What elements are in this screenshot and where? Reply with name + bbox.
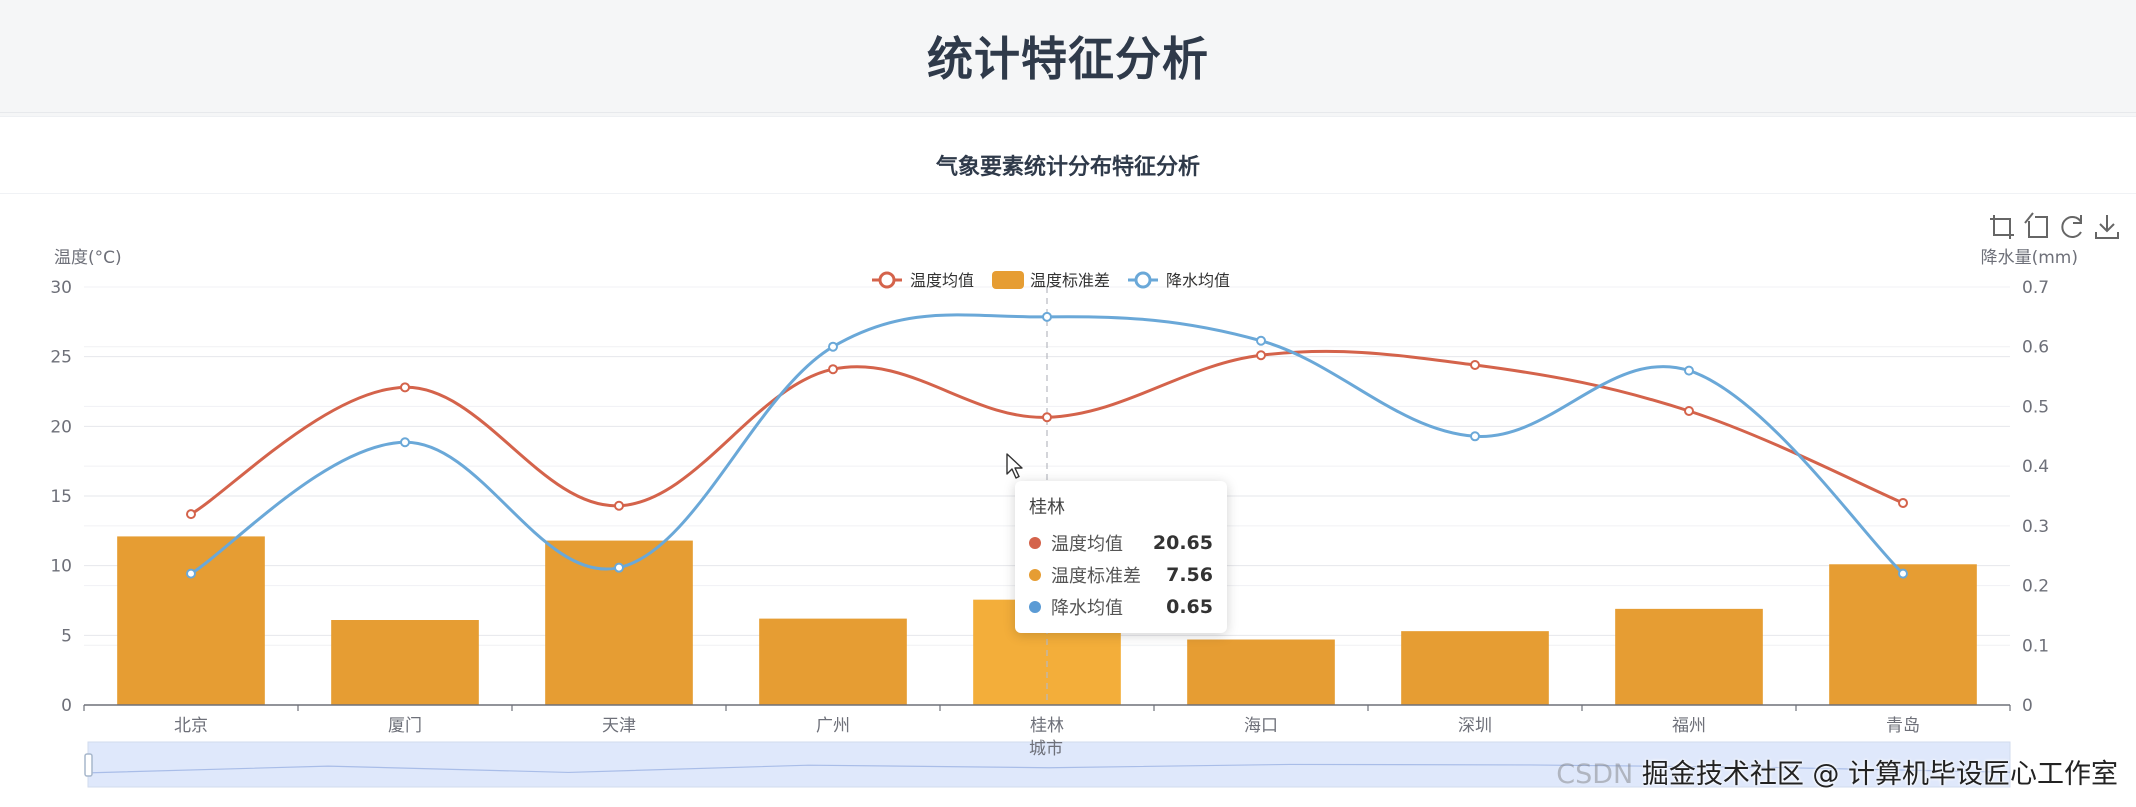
line-温度均值 <box>190 349 1904 516</box>
legend-label: 温度标准差 <box>1030 271 1110 290</box>
y-right-tick-label: 0.5 <box>2022 397 2049 417</box>
datazoom-thumbnail-line <box>87 763 2011 774</box>
legend-item-温度均值[interactable]: 温度均值 <box>872 271 974 290</box>
watermark-prefix: CSDN <box>1556 759 1634 790</box>
x-tick-label-福州: 福州 <box>1672 716 1706 736</box>
y-left-tick-label: 10 <box>50 557 72 577</box>
point-降水均值-福州 <box>1684 365 1694 376</box>
point-降水均值-桂林 <box>1042 311 1052 322</box>
bar-温度标准差-福州 <box>1615 608 1763 705</box>
x-tick-label-北京: 北京 <box>174 716 208 736</box>
point-温度均值-桂林 <box>1042 412 1052 423</box>
tooltip-name-precip-mean: 降水均值 <box>1051 598 1123 619</box>
chart-canvas[interactable]: 0 5 10 15 20 25 30 0 0.1 0.2 0.3 0.4 0.5 0.6 0.7 温度(°C)… <box>0 117 2136 807</box>
chart-card: 气象要素统计分布特征分析 0 5 10 15 20 25 30 0 0.1 0.2 0.3 0.4 0.… <box>0 116 2136 807</box>
point-温度均值-广州 <box>828 364 838 375</box>
x-tick-label-广州: 广州 <box>816 716 850 736</box>
tooltip-dot-precip-mean <box>1029 601 1041 613</box>
y-left-tick-label: 30 <box>50 278 72 298</box>
point-降水均值-广州 <box>828 341 838 352</box>
page-title: 统计特征分析 <box>927 32 1209 86</box>
watermark-text: 掘金技术社区 @ 计算机毕设匠心工作室 <box>1641 759 2118 790</box>
bar-温度标准差-北京 <box>117 536 265 705</box>
y-left-tick-label: 15 <box>50 487 72 507</box>
point-降水均值-厦门 <box>400 437 410 448</box>
point-温度均值-海口 <box>1256 350 1266 361</box>
restore-icon[interactable] <box>2061 215 2082 238</box>
y-left-tick-label: 0 <box>61 696 72 716</box>
y-right-tick-label: 0 <box>2022 696 2033 716</box>
bar-温度标准差-青岛 <box>1829 564 1977 705</box>
legend-swatch-circle <box>1134 271 1152 289</box>
y-right-tick-label: 0.1 <box>2022 636 2049 656</box>
download-icon[interactable] <box>2095 215 2119 239</box>
y-right-tick-label: 0.2 <box>2022 577 2049 597</box>
x-tick-label-深圳: 深圳 <box>1458 716 1492 736</box>
tooltip-value-temp-std: 7.56 <box>1166 564 1213 586</box>
watermark: CSDN 掘金技术社区 @ 计算机毕设匠心工作室 <box>1556 752 2118 791</box>
datazoom-slider[interactable]: 城市 <box>84 739 2011 788</box>
tooltip-row-temp-mean: 温度均值 20.65 <box>1029 527 1213 559</box>
y-left-tick-label: 20 <box>50 417 72 437</box>
point-温度均值-天津 <box>614 500 624 511</box>
datazoom-track <box>87 741 2011 788</box>
bar-温度标准差-深圳 <box>1401 631 1549 705</box>
mouse-cursor-icon <box>1006 453 1023 479</box>
point-降水均值-天津 <box>614 562 624 573</box>
page-header: 统计特征分析 <box>0 0 2136 113</box>
legend-item-温度标准差[interactable]: 温度标准差 <box>992 271 1110 290</box>
point-温度均值-福州 <box>1684 406 1694 417</box>
x-tick-label-桂林: 桂林 <box>1030 716 1064 736</box>
legend-item-降水均值[interactable]: 降水均值 <box>1128 271 1230 290</box>
tooltip-row-precip-mean: 降水均值 0.65 <box>1029 591 1213 623</box>
point-降水均值-深圳 <box>1470 431 1480 442</box>
chart-card-title: 气象要素统计分布特征分析 <box>935 155 1200 180</box>
line-降水均值 <box>190 313 1905 575</box>
card-divider <box>0 193 2136 194</box>
bar-温度标准差-广州 <box>759 618 907 705</box>
y-left-tick-label: 25 <box>50 348 72 368</box>
tooltip-value-precip-mean: 0.65 <box>1166 596 1213 618</box>
legend-swatch-circle <box>878 271 896 289</box>
tooltip-value-temp-mean: 20.65 <box>1152 532 1213 554</box>
datazoom-handle-left <box>84 753 93 777</box>
y-right-tick-label: 0.4 <box>2022 457 2049 477</box>
point-温度均值-厦门 <box>400 382 410 393</box>
tooltip-name-temp-std: 温度标准差 <box>1051 566 1141 587</box>
point-温度均值-青岛 <box>1898 497 1908 508</box>
zoom-select-icon[interactable] <box>1990 215 2014 239</box>
zoom-reset-icon[interactable] <box>2024 212 2048 238</box>
point-温度均值-深圳 <box>1470 360 1480 371</box>
bar-温度标准差-海口 <box>1187 639 1335 705</box>
tooltip-row-temp-std: 温度标准差 7.56 <box>1029 559 1213 591</box>
tooltip-dot-temp-mean <box>1029 537 1041 549</box>
x-tick-label-青岛: 青岛 <box>1886 716 1920 736</box>
tooltip-dot-temp-std <box>1029 569 1041 581</box>
x-tick-label-厦门: 厦门 <box>388 716 422 736</box>
y-right-tick-label: 0.6 <box>2022 338 2049 358</box>
tooltip-title: 桂林 <box>1029 497 1065 518</box>
legend-label: 温度均值 <box>910 271 974 290</box>
y-right-axis-title: 降水量(mm) <box>1981 248 2078 268</box>
tooltip-name-temp-mean: 温度均值 <box>1051 534 1123 555</box>
y-right-tick-label: 0.7 <box>2022 278 2049 298</box>
x-tick-label-海口: 海口 <box>1244 716 1278 736</box>
chart-tooltip: 桂林 温度均值 20.65 温度标准差 7.56 降水均值 0.65 <box>1015 481 1227 633</box>
point-温度均值-北京 <box>186 509 196 520</box>
y-left-axis-title: 温度(°C) <box>54 248 122 268</box>
y-right-tick-label: 0.3 <box>2022 517 2049 537</box>
y-left-tick-label: 5 <box>61 626 72 646</box>
bar-温度标准差-厦门 <box>331 620 479 705</box>
point-降水均值-海口 <box>1256 335 1266 346</box>
x-axis-title: 城市 <box>1029 739 1063 759</box>
point-降水均值-北京 <box>186 568 196 579</box>
legend-label: 降水均值 <box>1166 271 1230 290</box>
point-降水均值-青岛 <box>1898 568 1908 579</box>
x-tick-label-天津: 天津 <box>602 716 636 736</box>
legend-swatch-rect <box>992 271 1024 289</box>
